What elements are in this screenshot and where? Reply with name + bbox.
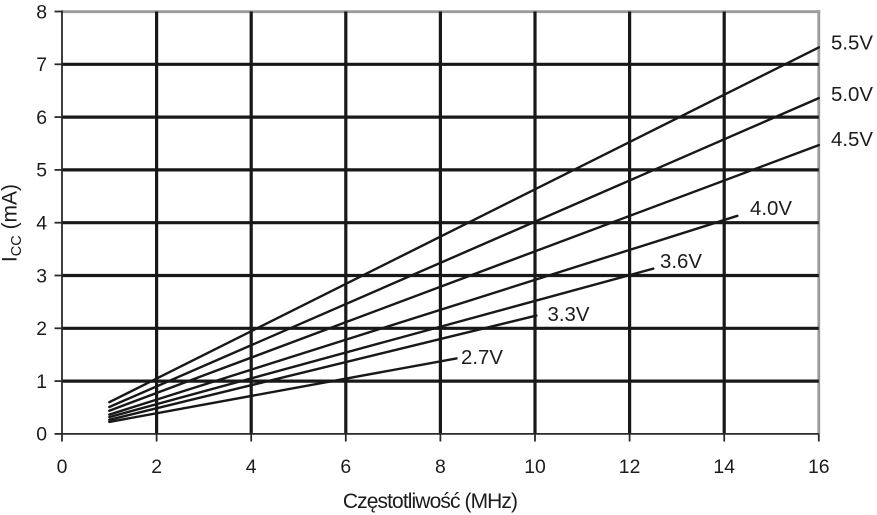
svg-text:4: 4 (246, 456, 257, 478)
svg-text:1: 1 (36, 371, 47, 393)
svg-text:16: 16 (808, 456, 830, 478)
svg-text:3.6V: 3.6V (660, 251, 702, 273)
svg-text:4: 4 (36, 213, 47, 235)
svg-text:0: 0 (57, 456, 68, 478)
svg-text:3: 3 (36, 265, 47, 287)
svg-text:2: 2 (151, 456, 162, 478)
svg-text:12: 12 (619, 456, 641, 478)
svg-text:4.0V: 4.0V (750, 198, 792, 220)
svg-text:ICC (mA): ICC (mA) (0, 184, 25, 262)
svg-text:14: 14 (713, 456, 735, 478)
svg-text:Częstotliwość (MHz): Częstotliwość (MHz) (343, 490, 517, 513)
svg-text:2: 2 (36, 318, 47, 340)
svg-text:6: 6 (340, 456, 351, 478)
svg-text:2.7V: 2.7V (461, 347, 503, 369)
svg-text:5.0V: 5.0V (831, 84, 873, 106)
svg-text:5: 5 (36, 160, 47, 182)
svg-text:8: 8 (36, 1, 47, 23)
svg-text:0: 0 (36, 424, 47, 446)
svg-text:6: 6 (36, 107, 47, 129)
svg-text:10: 10 (524, 456, 546, 478)
svg-text:5.5V: 5.5V (831, 33, 873, 55)
svg-text:7: 7 (36, 54, 47, 76)
svg-text:3.3V: 3.3V (548, 304, 590, 326)
svg-text:4.5V: 4.5V (831, 129, 873, 151)
svg-text:8: 8 (435, 456, 446, 478)
